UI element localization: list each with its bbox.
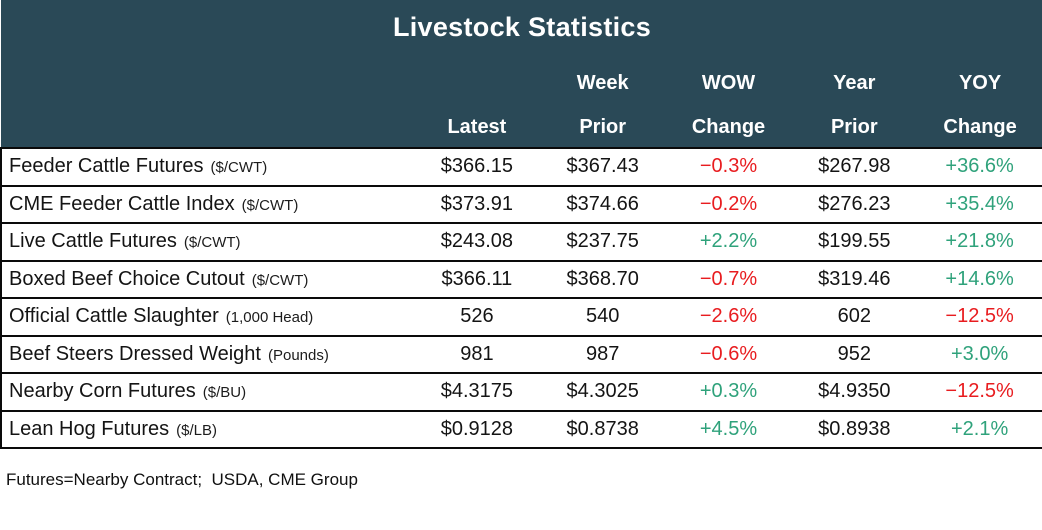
metric-label: Boxed Beef Choice Cutout: [9, 267, 245, 290]
column-header-year-prior: Year Prior: [791, 51, 918, 148]
metric-cell: Lean Hog Futures ($/LB): [0, 409, 414, 449]
yoy-change-value: +35.4%: [917, 184, 1042, 223]
column-header-line: Change: [943, 116, 1017, 138]
wow-change-value: −2.6%: [665, 297, 792, 336]
livestock-statistics-table: Livestock Statistics Latest Week Prior W…: [0, 0, 1042, 449]
metric-cell: Feeder Cattle Futures ($/CWT): [0, 147, 414, 186]
metric-label: Lean Hog Futures: [9, 417, 170, 440]
table-body: Feeder Cattle Futures ($/CWT) $366.15 $36…: [0, 147, 1042, 449]
table-header: Livestock Statistics Latest Week Prior W…: [1, 0, 1042, 148]
wow-change-value: −0.7%: [665, 259, 792, 298]
wow-change-value: +0.3%: [665, 372, 792, 411]
yoy-change-value: +2.1%: [917, 409, 1042, 449]
metric-cell: Beef Steers Dressed Weight (Pounds): [0, 334, 414, 373]
column-header-yoy-change: YOY Change: [917, 51, 1042, 148]
wow-change-value: −0.6%: [665, 334, 792, 373]
metric-unit: ($/CWT): [183, 234, 241, 252]
metric-cell: Live Cattle Futures ($/CWT): [0, 222, 414, 261]
yoy-change-value: +14.6%: [917, 259, 1042, 298]
metric-label: CME Feeder Cattle Index: [9, 192, 235, 215]
metric-label: Feeder Cattle Futures: [9, 155, 204, 178]
metric-unit: ($/CWT): [210, 159, 268, 177]
column-header-line: Change: [691, 116, 766, 138]
metric-unit: ($/CWT): [241, 196, 299, 214]
metric-unit: ($/LB): [176, 421, 217, 439]
table-row: Boxed Beef Choice Cutout ($/CWT) $366.11 …: [0, 259, 1042, 298]
year-prior-value: $276.23: [791, 184, 918, 223]
latest-value: $0.9128: [414, 409, 540, 449]
table-row: Lean Hog Futures ($/LB) $0.9128 $0.8738 +…: [0, 409, 1042, 449]
latest-value: 526: [414, 297, 540, 336]
week-prior-value: 987: [539, 334, 666, 373]
metric-cell: Boxed Beef Choice Cutout ($/CWT): [0, 259, 414, 298]
metric-unit: ($/CWT): [251, 271, 309, 289]
metric-unit: (1,000 Head): [225, 309, 314, 327]
week-prior-value: $0.8738: [539, 409, 666, 449]
metric-cell: Nearby Corn Futures ($/BU): [0, 372, 414, 411]
page-title: Livestock Statistics: [1, 0, 1042, 51]
week-prior-value: 540: [539, 297, 666, 336]
week-prior-value: $368.70: [539, 259, 666, 298]
yoy-change-value: +36.6%: [917, 147, 1042, 186]
column-header-line: Latest: [447, 116, 507, 138]
column-header-week-prior: Week Prior: [539, 51, 666, 148]
latest-value: $373.91: [414, 184, 540, 223]
metric-unit: (Pounds): [267, 346, 329, 364]
week-prior-value: $4.3025: [539, 372, 666, 411]
metric-cell: CME Feeder Cattle Index ($/CWT): [0, 184, 414, 223]
column-header-line: Week: [576, 72, 629, 94]
metric-unit: ($/BU): [202, 384, 247, 402]
table-row: Official Cattle Slaughter (1,000 Head) 52…: [0, 297, 1042, 336]
column-header-row: Latest Week Prior WOW Change Year Prior …: [1, 51, 1042, 148]
yoy-change-value: −12.5%: [917, 297, 1042, 336]
metric-label: Official Cattle Slaughter: [9, 305, 219, 328]
column-header-line: Year: [833, 72, 876, 94]
week-prior-value: $367.43: [539, 147, 666, 186]
year-prior-value: 602: [791, 297, 918, 336]
wow-change-value: −0.3%: [665, 147, 792, 186]
year-prior-value: $319.46: [791, 259, 918, 298]
table-row: CME Feeder Cattle Index ($/CWT) $373.91 $…: [0, 184, 1042, 223]
source-note: Futures=Nearby Contract; USDA, CME Group: [6, 470, 358, 489]
year-prior-value: 952: [791, 334, 918, 373]
year-prior-value: $199.55: [791, 222, 918, 261]
table-row: Beef Steers Dressed Weight (Pounds) 981 9…: [0, 334, 1042, 373]
metric-label: Beef Steers Dressed Weight: [9, 342, 261, 365]
yoy-change-value: −12.5%: [917, 372, 1042, 411]
column-header-metric: [1, 51, 414, 148]
yoy-change-value: +21.8%: [917, 222, 1042, 261]
wow-change-value: +4.5%: [665, 409, 792, 449]
column-header-wow-change: WOW Change: [665, 51, 792, 148]
week-prior-value: $237.75: [539, 222, 666, 261]
year-prior-value: $0.8938: [791, 409, 918, 449]
yoy-change-value: +3.0%: [917, 334, 1042, 373]
latest-value: 981: [414, 334, 540, 373]
title-row: Livestock Statistics: [1, 0, 1042, 51]
wow-change-value: +2.2%: [665, 222, 792, 261]
latest-value: $366.15: [414, 147, 540, 186]
metric-label: Live Cattle Futures: [9, 230, 177, 253]
table-row: Live Cattle Futures ($/CWT) $243.08 $237.…: [0, 222, 1042, 261]
wow-change-value: −0.2%: [665, 184, 792, 223]
latest-value: $4.3175: [414, 372, 540, 411]
column-header-line: YOY: [958, 72, 1002, 94]
column-header-line: Prior: [830, 116, 878, 138]
latest-value: $243.08: [414, 222, 540, 261]
week-prior-value: $374.66: [539, 184, 666, 223]
metric-label: Nearby Corn Futures: [9, 380, 196, 403]
metric-cell: Official Cattle Slaughter (1,000 Head): [0, 297, 414, 336]
year-prior-value: $267.98: [791, 147, 918, 186]
column-header-line: Prior: [579, 116, 627, 138]
column-header-line: WOW: [701, 72, 756, 94]
latest-value: $366.11: [414, 259, 540, 298]
table-row: Nearby Corn Futures ($/BU) $4.3175 $4.302…: [0, 372, 1042, 411]
column-header-line: [414, 51, 540, 95]
column-header-latest: Latest: [414, 51, 540, 148]
table-row: Feeder Cattle Futures ($/CWT) $366.15 $36…: [0, 147, 1042, 186]
year-prior-value: $4.9350: [791, 372, 918, 411]
